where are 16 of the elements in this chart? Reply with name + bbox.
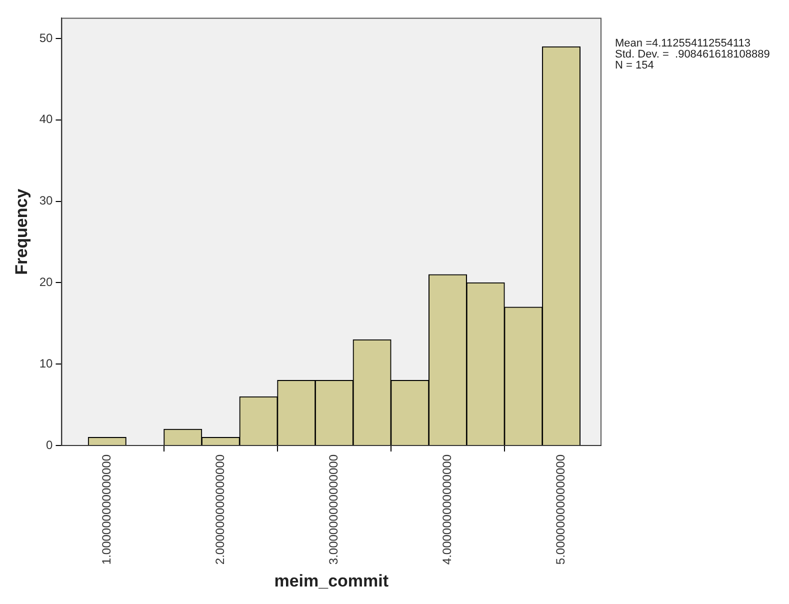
text: N = 154: [615, 60, 654, 72]
x-tick-label: 5.000000000000000: [554, 454, 568, 565]
y-tick-label: 20: [39, 275, 54, 290]
x-tick-label: 4.000000000000000: [440, 454, 454, 565]
text: Std. Dev. = .908461618108889: [615, 48, 770, 61]
y-tick-label: 50: [39, 30, 54, 45]
x-tick-label: 3.000000000000000: [326, 454, 341, 565]
y-tick-label: 40: [39, 112, 54, 126]
y-tick-label: 0: [46, 438, 54, 452]
text: Mean =4.112554112554113: [615, 38, 750, 50]
y-tick-label: 30: [39, 194, 54, 208]
y-axis-title: Frequency: [12, 188, 31, 275]
y-tick-label: 10: [39, 356, 54, 370]
x-tick-label: 1.000000000000000: [99, 454, 114, 565]
x-axis-title: meim_commit: [274, 571, 389, 590]
x-tick-label: 2.000000000000000: [213, 454, 227, 565]
